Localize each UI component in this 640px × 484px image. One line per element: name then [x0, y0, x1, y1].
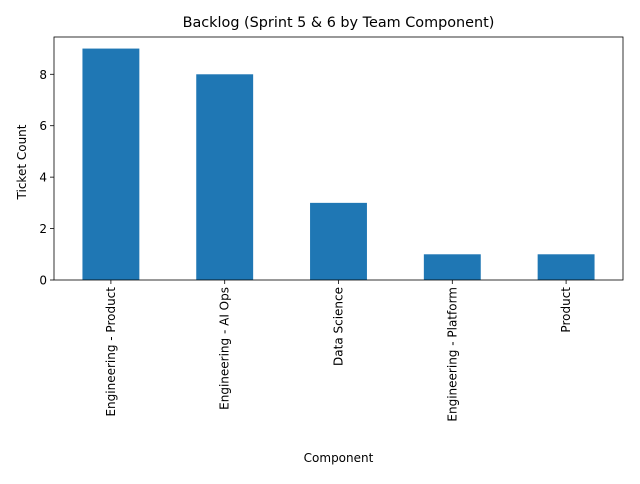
x-tick-label: Engineering - Product: [104, 287, 118, 417]
y-tick-label: 0: [39, 274, 47, 288]
x-tick-label: Engineering - Platform: [445, 287, 459, 422]
bar: [82, 48, 140, 280]
bar: [310, 202, 367, 280]
y-axis-label: Ticket Count: [15, 124, 29, 200]
bar: [196, 74, 254, 280]
bar: [423, 254, 481, 280]
y-tick-label: 4: [39, 171, 47, 185]
x-tick-label: Data Science: [332, 287, 346, 366]
axes-frame: [53, 36, 624, 281]
plot-area: 0 2 4 6 8 Engineering - Product Engineering - …: [39, 36, 624, 422]
x-axis-label: Component: [304, 451, 374, 465]
bar: [537, 254, 595, 280]
y-tick-label: 2: [39, 222, 47, 236]
x-tick-label: Product: [559, 287, 573, 333]
chart-title: Backlog (Sprint 5 & 6 by Team Component): [183, 15, 495, 31]
y-tick-label: 6: [39, 119, 47, 133]
x-tick-label: Engineering - AI Ops: [218, 287, 232, 410]
y-tick-label: 8: [39, 68, 47, 82]
